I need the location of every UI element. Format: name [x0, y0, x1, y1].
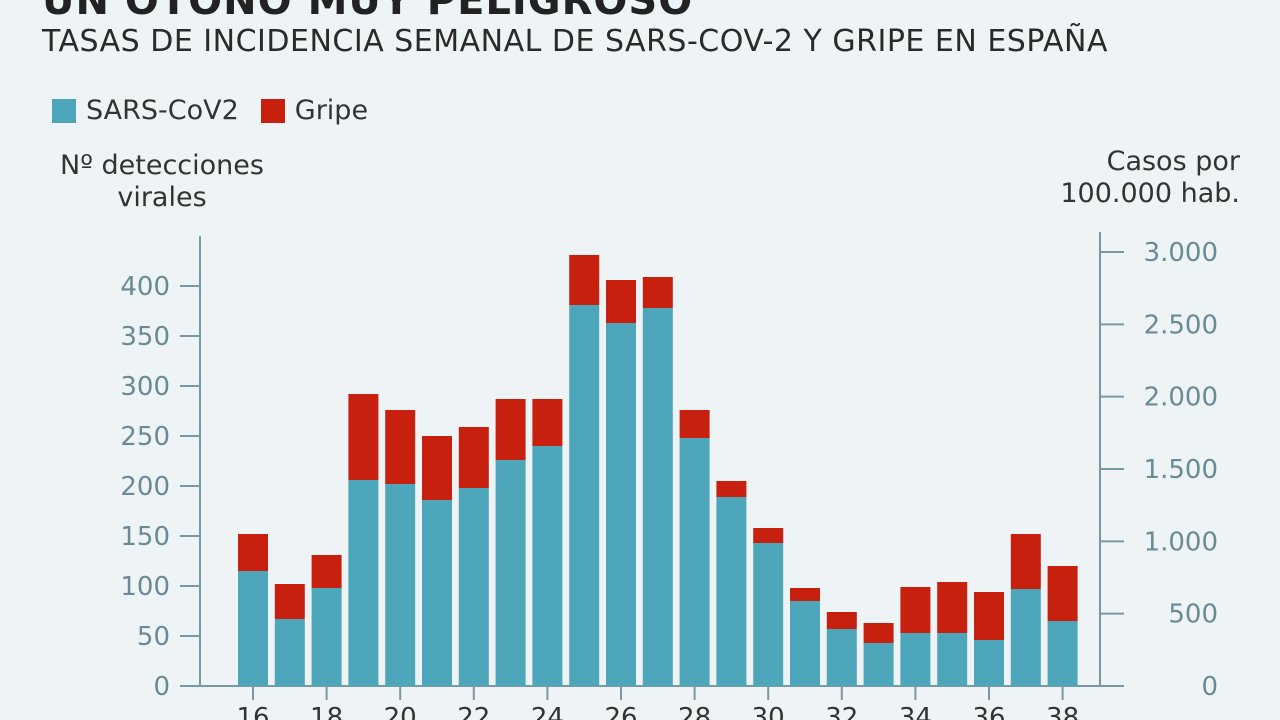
bar-sars-week-22	[458, 488, 489, 686]
bar-gripe-week-34	[900, 587, 931, 633]
bar-sars-week-16	[238, 571, 268, 686]
y-axis-left-label: Nº detecciones virales	[60, 150, 264, 213]
y-tick-right-label: 2.500	[1144, 310, 1218, 340]
x-tick-label: 24	[531, 703, 564, 720]
legend-item-sars: SARS-CoV2	[52, 95, 239, 126]
bar-sars-week-36	[974, 640, 1004, 686]
bar-gripe-week-30	[753, 528, 784, 543]
x-tick-label: 30	[752, 703, 785, 720]
y-tick-right-label: 0	[1201, 672, 1218, 702]
chart-subtitle: TASAS DE INCIDENCIA SEMANAL DE SARS-COV-…	[42, 24, 1109, 59]
bar-gripe-week-24	[532, 399, 563, 446]
x-tick-label: 18	[310, 703, 343, 720]
bar-gripe-week-25	[569, 255, 600, 305]
y-tick-left-label: 400	[120, 272, 170, 302]
y-tick-left-label: 150	[120, 522, 170, 552]
x-tick-label: 32	[825, 703, 858, 720]
bar-sars-week-33	[863, 643, 894, 686]
x-tick-label: 26	[604, 703, 637, 720]
y-tick-right-label: 500	[1168, 600, 1218, 630]
y-axis-right-label: Casos por 100.000 hab.	[1060, 146, 1240, 209]
bar-gripe-week-18	[311, 555, 342, 588]
bar-sars-week-30	[753, 543, 784, 686]
y-tick-right-label: 1.000	[1144, 527, 1218, 557]
bar-sars-week-17	[274, 619, 305, 686]
x-tick-label: 28	[678, 703, 711, 720]
bar-sars-week-18	[311, 588, 342, 686]
y-tick-left-label: 0	[153, 672, 170, 702]
bar-sars-week-34	[900, 633, 931, 686]
legend-label-sars: SARS-CoV2	[86, 95, 239, 126]
x-tick-label: 20	[384, 703, 417, 720]
bar-gripe-week-21	[422, 436, 452, 500]
y-tick-left-label: 50	[137, 622, 170, 652]
bar-sars-week-21	[422, 500, 452, 686]
legend-swatch-sars	[52, 98, 76, 123]
bar-sars-week-32	[826, 629, 857, 686]
bar-gripe-week-38	[1047, 566, 1078, 621]
bar-sars-week-25	[569, 305, 600, 686]
chart-title: UN OTOÑO MUY PELIGROSO	[42, 0, 694, 24]
bar-gripe-week-31	[790, 588, 820, 601]
bar-gripe-week-35	[937, 582, 968, 633]
y-tick-right-label: 1.500	[1144, 455, 1218, 485]
x-tick-label: 34	[899, 703, 932, 720]
bar-gripe-week-26	[606, 280, 636, 323]
bar-sars-week-26	[606, 323, 636, 686]
bar-gripe-week-22	[458, 427, 489, 488]
y-tick-left-label: 250	[120, 422, 170, 452]
x-tick-label: 16	[236, 703, 269, 720]
y-tick-right-label: 3.000	[1144, 238, 1218, 268]
bar-sars-week-29	[716, 497, 747, 686]
legend-label-gripe: Gripe	[294, 95, 369, 126]
legend: SARS-CoV2 Gripe	[52, 95, 390, 126]
bar-sars-week-24	[532, 446, 563, 686]
bar-sars-week-28	[679, 438, 710, 686]
y-tick-right-label: 2.000	[1144, 383, 1218, 413]
bar-gripe-week-33	[863, 623, 894, 643]
bar-gripe-week-19	[348, 394, 379, 480]
bar-gripe-week-36	[974, 592, 1004, 640]
bar-gripe-week-17	[274, 584, 305, 619]
y-tick-left-label: 300	[120, 372, 170, 402]
x-tick-label: 36	[972, 703, 1005, 720]
bar-sars-week-35	[937, 633, 968, 686]
bar-gripe-week-32	[826, 612, 857, 629]
bar-sars-week-27	[642, 308, 673, 686]
bar-gripe-week-29	[716, 481, 747, 497]
y-tick-left-label: 350	[120, 322, 170, 352]
bar-sars-week-19	[348, 480, 379, 686]
bar-gripe-week-20	[385, 410, 416, 484]
legend-swatch-gripe	[260, 98, 285, 123]
bar-gripe-week-28	[679, 410, 710, 438]
x-tick-label: 22	[457, 703, 490, 720]
x-tick-label: 38	[1046, 703, 1079, 720]
y-tick-left-label: 200	[120, 472, 170, 502]
bar-sars-week-31	[790, 601, 820, 686]
bar-sars-week-38	[1047, 621, 1078, 686]
legend-item-gripe: Gripe	[260, 95, 369, 126]
bar-gripe-week-27	[642, 277, 673, 308]
bar-sars-week-37	[1010, 589, 1041, 686]
bar-sars-week-20	[385, 484, 416, 686]
bar-gripe-week-16	[238, 534, 268, 571]
bar-sars-week-23	[495, 460, 526, 686]
bar-gripe-week-23	[495, 399, 526, 460]
y-tick-left-label: 100	[120, 572, 170, 602]
bar-gripe-week-37	[1010, 534, 1041, 589]
